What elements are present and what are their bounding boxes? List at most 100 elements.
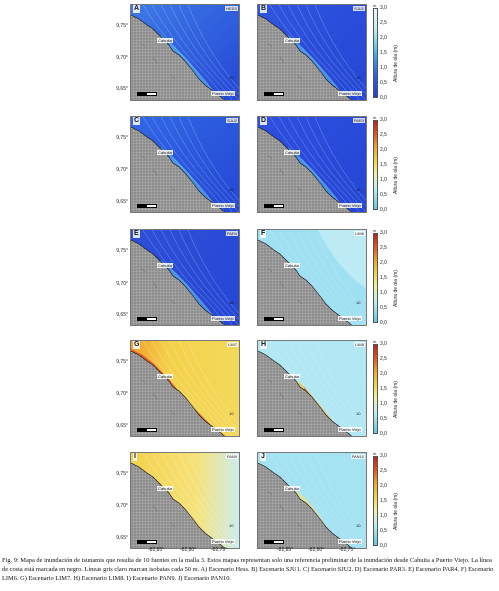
lat-label-row2-965: 9,65° — [116, 199, 128, 205]
marker-10: 10 — [229, 187, 234, 192]
town-label-cahuita: Cahuita — [284, 374, 300, 379]
colorbar-title: Altura de ola (m) — [393, 270, 399, 307]
colorbar-tick-label: 1,0 — [380, 65, 387, 71]
scale-bar-graphic — [264, 204, 284, 208]
colorbar-tick-label: 2,0 — [380, 371, 387, 377]
scale-bar-graphic — [264, 92, 284, 96]
land-area — [258, 240, 352, 325]
inundation-map-svg — [258, 230, 366, 325]
inundation-map-svg — [131, 117, 239, 212]
land-area — [258, 127, 352, 212]
scale-bar-graphic — [137, 92, 157, 96]
panel-letter: F — [260, 230, 267, 238]
inundation-map-svg — [258, 341, 366, 436]
land-area — [258, 15, 352, 100]
colorbar-tick-label: 0,0 — [380, 431, 387, 437]
marker-10: 10 — [229, 523, 234, 528]
inundation-map-svg — [258, 5, 366, 100]
map-panel-c: C SJU2 Cahuita Puerto Viejo 10 — [130, 116, 240, 213]
colorbar-tick-label: 0,5 — [380, 305, 387, 311]
colorbar-gradient — [373, 233, 378, 323]
colorbar-title: Altura de ola (m) — [393, 45, 399, 82]
scale-bar-graphic — [137, 428, 157, 432]
scenario-tag: LIM6 — [354, 231, 365, 236]
figure-caption: Fig. 9: Mapa de inundación de tsunamis q… — [2, 557, 494, 582]
colorbar-tick-label: 3,0 — [380, 453, 387, 459]
town-label-cahuita: Cahuita — [157, 263, 173, 268]
lon-label-left-3: -82,75° — [211, 547, 228, 553]
colorbar-tick-label: 1,5 — [380, 386, 387, 392]
town-label-puerto-viejo: Puerto Viejo — [211, 539, 235, 544]
colorbar-tick-label: 2,5 — [380, 468, 387, 474]
scenario-tag: SJU2 — [226, 118, 238, 123]
scenario-tag: LIM8 — [354, 342, 365, 347]
scenario-tag: SJU1 — [353, 6, 365, 11]
scenario-tag: PAN10 — [350, 454, 365, 459]
colorbar-tick-label: 1,0 — [380, 401, 387, 407]
map-panel-f: F LIM6 Cahuita Puerto Viejo 10 — [257, 229, 367, 326]
town-label-puerto-viejo: Puerto Viejo — [338, 203, 362, 208]
marker-10: 10 — [229, 300, 234, 305]
coastline — [258, 239, 353, 325]
lon-label-left-1: -82,85° — [148, 547, 165, 553]
map-panel-h: H LIM8 Cahuita Puerto Viejo 10 — [257, 340, 367, 437]
scenario-tag: PAR3 — [352, 118, 365, 123]
scale-bar — [264, 315, 284, 321]
marker-10: 10 — [356, 523, 361, 528]
colorbar-unit: m — [373, 339, 377, 344]
town-label-cahuita: Cahuita — [157, 38, 173, 43]
colorbar-tick-label: 2,0 — [380, 483, 387, 489]
lat-label-row5-975: 9,75° — [116, 471, 128, 477]
scale-bar — [264, 538, 284, 544]
scale-bar — [264, 202, 284, 208]
lat-label-row3-965: 9,65° — [116, 312, 128, 318]
lat-label-row1-965: 9,65° — [116, 86, 128, 92]
colorbar-tick-label: 0,5 — [380, 80, 387, 86]
scale-bar — [137, 202, 157, 208]
scenario-tag: PAR4 — [225, 231, 238, 236]
colorbar-tick-label: 2,5 — [380, 20, 387, 26]
town-label-puerto-viejo: Puerto Viejo — [211, 427, 235, 432]
colorbar-gradient — [373, 344, 378, 434]
coastline — [131, 462, 226, 548]
colorbar-tick-label: 0,5 — [380, 528, 387, 534]
lon-label-right-1: -82,85° — [277, 547, 294, 553]
colorbar-unit: m — [373, 3, 377, 8]
colorbar-tick-label: 1,0 — [380, 513, 387, 519]
lat-label-row3-975: 9,75° — [116, 248, 128, 254]
panel-letter: A — [133, 5, 141, 13]
scale-bar — [137, 538, 157, 544]
scale-bar — [264, 426, 284, 432]
lat-label-row5-965: 9,65° — [116, 535, 128, 541]
coastline — [258, 350, 353, 436]
map-panel-d: D PAR3 Cahuita Puerto Viejo 10 — [257, 116, 367, 213]
scale-bar — [137, 90, 157, 96]
lat-label-row4-970: 9,70° — [116, 391, 128, 397]
colorbar-tick-label: 3,0 — [380, 341, 387, 347]
town-label-puerto-viejo: Puerto Viejo — [211, 203, 235, 208]
colorbar-tick-label: 0,0 — [380, 543, 387, 549]
town-label-cahuita: Cahuita — [157, 486, 173, 491]
coastline — [131, 350, 226, 436]
scale-bar-graphic — [264, 428, 284, 432]
land-area — [131, 15, 225, 100]
scenario-tag: PAN9 — [225, 454, 238, 459]
scale-bar-graphic — [264, 317, 284, 321]
land-area — [258, 463, 352, 548]
town-label-puerto-viejo: Puerto Viejo — [338, 427, 362, 432]
map-panel-g: G LIM7 Cahuita Puerto Viejo 10 — [130, 340, 240, 437]
lat-label-row2-975: 9,75° — [116, 135, 128, 141]
colorbar-tick-label: 2,0 — [380, 147, 387, 153]
inundation-map-svg — [131, 341, 239, 436]
scale-bar — [137, 315, 157, 321]
colorbar-tick-label: 2,5 — [380, 132, 387, 138]
panel-letter: E — [133, 230, 140, 238]
scale-bar-graphic — [137, 540, 157, 544]
land-area — [131, 240, 225, 325]
marker-10: 10 — [229, 75, 234, 80]
colorbar-tick-label: 3,0 — [380, 117, 387, 123]
colorbar-tick-label: 2,0 — [380, 35, 387, 41]
lat-label-row4-975: 9,75° — [116, 359, 128, 365]
land-area — [258, 351, 352, 436]
coastline — [258, 14, 353, 100]
